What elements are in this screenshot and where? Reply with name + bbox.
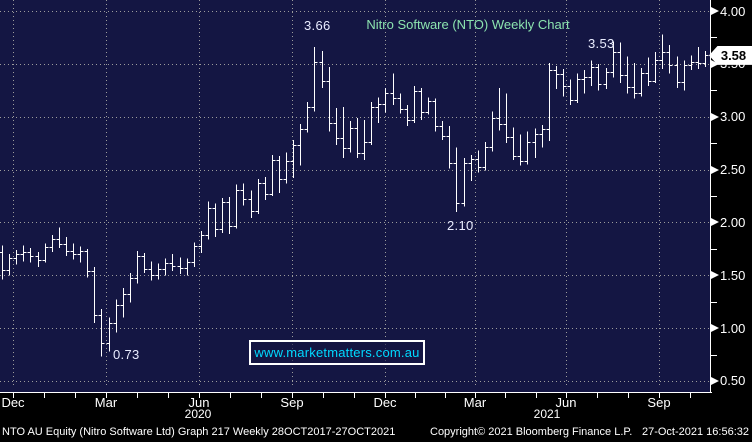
time-axis-line: [0, 392, 712, 393]
price-tick-4.00: 4.00: [711, 3, 745, 19]
price-tick-2.50: 2.50: [711, 162, 745, 178]
price-minor-tick: [711, 37, 717, 38]
time-tick: [385, 393, 386, 398]
price-tick-1.50: 1.50: [711, 267, 745, 283]
time-tick: [597, 393, 598, 398]
time-axis: Dec Mar Jun Sep Dec Mar Jun Sep 2020 2021: [0, 392, 752, 421]
time-tick: [106, 393, 107, 398]
watermark-url: www.marketmatters.com.au: [254, 345, 420, 360]
chart-title: Nitro Software (NTO) Weekly Chart: [366, 17, 570, 32]
month-label-jun-6: Jun: [555, 395, 577, 410]
bloomberg-status-bar: NTO AU Equity (Nitro Software Ltd) Graph…: [0, 420, 752, 442]
month-label-sep-7: Sep: [647, 395, 671, 410]
time-tick: [261, 393, 262, 398]
copyright-notice: Copyright© 2021 Bloomberg Finance L.P.: [430, 426, 633, 438]
tick-arrow-icon: [711, 7, 719, 15]
tick-arrow-icon: [711, 59, 719, 68]
time-tick: [230, 393, 231, 398]
time-tick: [505, 393, 506, 398]
time-gridlines: [13, 0, 660, 386]
price-minor-tick: [711, 355, 717, 356]
price-tick-2.00: 2.00: [711, 214, 745, 230]
month-label-dec-4: Dec: [373, 395, 397, 410]
time-tick: [415, 393, 416, 398]
tick-arrow-icon: [711, 218, 719, 227]
price-minor-tick: [711, 196, 717, 197]
time-tick: [354, 393, 355, 398]
time-tick: [445, 393, 446, 398]
time-tick: [659, 393, 660, 398]
time-tick: [628, 393, 629, 398]
price-minor-tick: [711, 302, 717, 303]
time-tick: [13, 393, 14, 398]
month-label-sep-3: Sep: [280, 395, 304, 410]
time-tick: [475, 393, 476, 398]
last-price-tag: 3.58: [709, 45, 752, 65]
annotation-high-2020: 3.66: [304, 18, 331, 33]
tick-arrow-icon: [711, 165, 719, 174]
ohlc-series: [0, 34, 709, 357]
month-label-dec-0: Dec: [1, 395, 25, 410]
price-minor-tick: [711, 90, 717, 91]
ohlc-chart-canvas: [0, 0, 710, 386]
time-tick: [44, 393, 45, 398]
security-description: NTO AU Equity (Nitro Software Ltd) Graph…: [2, 426, 396, 438]
month-label-jun-2: Jun: [188, 395, 210, 410]
time-tick: [168, 393, 169, 398]
time-tick: [690, 393, 691, 398]
price-tick-0.50: 0.50: [711, 373, 745, 389]
tick-arrow-icon: [711, 271, 719, 280]
price-minor-tick: [711, 249, 717, 250]
annotation-high-2021: 3.53: [588, 36, 615, 51]
price-tick-3.00: 3.00: [711, 109, 745, 125]
price-minor-tick: [711, 143, 717, 144]
month-label-mar-1: Mar: [94, 395, 118, 410]
time-tick: [75, 393, 76, 398]
year-label-2020: 2020: [184, 407, 212, 421]
annotation-low-2020: 0.73: [113, 347, 140, 362]
annotation-low-2021: 2.10: [447, 218, 474, 233]
tick-arrow-icon: [711, 324, 719, 333]
tick-arrow-icon: [711, 112, 719, 121]
price-tick-1.00: 1.00: [711, 320, 745, 336]
time-tick: [199, 393, 200, 398]
year-label-2021: 2021: [533, 407, 561, 421]
marketmatters-watermark: www.marketmatters.com.au: [249, 340, 425, 365]
time-tick: [566, 393, 567, 398]
time-tick: [292, 393, 293, 398]
tick-arrow-icon: [711, 376, 719, 385]
time-tick: [137, 393, 138, 398]
chart-timestamp: 27-Oct-2021 16:56:32: [641, 426, 749, 438]
price-plot-area: Nitro Software (NTO) Weekly Chart 3.66 0.…: [0, 0, 710, 392]
month-label-mar-5: Mar: [463, 395, 487, 410]
time-tick: [536, 393, 537, 398]
last-price-value: 3.58: [720, 47, 747, 63]
time-tick: [323, 393, 324, 398]
